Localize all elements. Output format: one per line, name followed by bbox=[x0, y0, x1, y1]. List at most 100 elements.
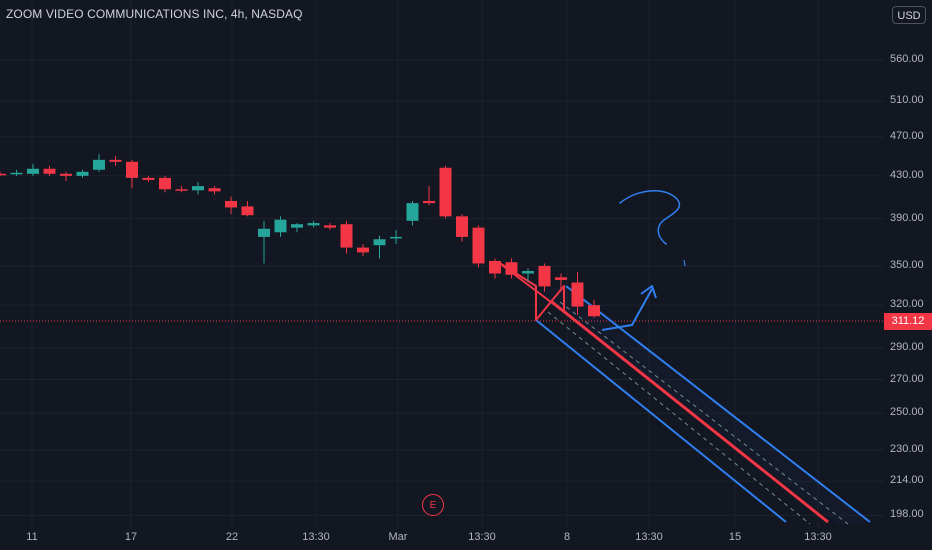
candle-body bbox=[291, 224, 303, 228]
candle[interactable] bbox=[472, 225, 485, 268]
candle[interactable] bbox=[258, 220, 270, 264]
time-tick-label: 11 bbox=[26, 531, 38, 543]
channel-upper-line[interactable] bbox=[565, 285, 871, 523]
price-tick-label: 510.00 bbox=[890, 94, 924, 107]
candle[interactable] bbox=[555, 273, 567, 292]
candle[interactable] bbox=[93, 153, 105, 172]
candle-body bbox=[307, 223, 320, 226]
candle[interactable] bbox=[373, 235, 386, 259]
candle-body bbox=[357, 247, 369, 253]
candle[interactable] bbox=[27, 163, 39, 176]
candle-body bbox=[43, 168, 56, 174]
channel-lower-line[interactable] bbox=[535, 319, 787, 523]
candle-body bbox=[208, 188, 221, 192]
candle-body bbox=[274, 219, 287, 233]
time-tick-label: 22 bbox=[225, 531, 239, 543]
candle-body bbox=[571, 282, 584, 307]
candle[interactable] bbox=[538, 263, 551, 292]
channel-median-line[interactable] bbox=[551, 300, 829, 524]
candle-body bbox=[192, 186, 204, 191]
candle[interactable] bbox=[0, 171, 6, 176]
candle-body bbox=[555, 277, 567, 280]
candle-body bbox=[93, 159, 105, 170]
price-tick-label: 214.00 bbox=[890, 474, 924, 487]
candle[interactable] bbox=[175, 186, 188, 193]
candle-body bbox=[76, 171, 89, 176]
candle[interactable] bbox=[208, 186, 221, 195]
candle-body bbox=[439, 167, 452, 217]
time-tick-label: 13:30 bbox=[302, 531, 330, 543]
candle-body bbox=[142, 177, 155, 180]
candle[interactable] bbox=[159, 175, 171, 193]
time-tick-label: Mar bbox=[388, 531, 408, 543]
candle-body bbox=[241, 206, 254, 216]
candle[interactable] bbox=[456, 214, 468, 242]
candle[interactable] bbox=[274, 216, 287, 237]
candle[interactable] bbox=[291, 223, 303, 233]
chart-grid bbox=[0, 0, 884, 528]
forecast-arrow-line[interactable] bbox=[601, 288, 653, 331]
price-tick-label: 290.00 bbox=[890, 341, 924, 354]
time-tick-label: 8 bbox=[563, 531, 571, 543]
candle-body bbox=[505, 262, 518, 275]
price-tick-label: 320.00 bbox=[890, 298, 924, 311]
candle-body bbox=[472, 227, 485, 264]
candle[interactable] bbox=[60, 171, 72, 181]
candle[interactable] bbox=[340, 220, 353, 254]
price-tick-label: 198.00 bbox=[890, 508, 924, 521]
time-tick-label: 13:30 bbox=[635, 531, 663, 543]
candle-body bbox=[258, 228, 270, 237]
candle[interactable] bbox=[307, 220, 320, 228]
candle-body bbox=[10, 172, 23, 175]
candle[interactable] bbox=[324, 223, 336, 230]
candle[interactable] bbox=[225, 196, 237, 215]
candle-body bbox=[175, 189, 188, 191]
price-tick-label: 470.00 bbox=[890, 129, 924, 142]
candle[interactable] bbox=[10, 169, 23, 176]
price-tick-label: 250.00 bbox=[890, 406, 924, 419]
candle[interactable] bbox=[192, 181, 204, 195]
candle-body bbox=[0, 173, 6, 176]
candle[interactable] bbox=[571, 272, 584, 315]
candle[interactable] bbox=[489, 258, 501, 279]
candle[interactable] bbox=[588, 299, 600, 318]
currency-selector[interactable]: USD bbox=[892, 6, 926, 24]
candle[interactable] bbox=[241, 200, 254, 217]
time-tick-label: 13:30 bbox=[804, 531, 832, 543]
question-mark-drawing[interactable] bbox=[619, 190, 681, 245]
candle-body bbox=[27, 168, 39, 174]
candle[interactable] bbox=[390, 229, 402, 244]
candles bbox=[0, 153, 600, 318]
candle-body bbox=[538, 265, 551, 287]
candle-body bbox=[489, 260, 501, 274]
price-tick-label: 270.00 bbox=[890, 372, 924, 385]
candle[interactable] bbox=[406, 200, 419, 226]
candle[interactable] bbox=[126, 159, 138, 189]
candle-body bbox=[588, 305, 600, 317]
earnings-marker[interactable]: E bbox=[422, 494, 444, 516]
candle[interactable] bbox=[142, 175, 155, 182]
candle[interactable] bbox=[423, 186, 435, 206]
price-tick-label: 430.00 bbox=[890, 168, 924, 181]
candle-body bbox=[456, 216, 468, 237]
symbol-title: ZOOM VIDEO COMMUNICATIONS INC, 4h, NASDA… bbox=[6, 7, 303, 21]
candle[interactable] bbox=[76, 169, 89, 178]
candle[interactable] bbox=[109, 155, 122, 166]
candle-body bbox=[522, 270, 534, 274]
candle-body bbox=[406, 203, 419, 221]
candle[interactable] bbox=[43, 165, 56, 176]
candle-body bbox=[423, 200, 435, 204]
price-tick-label: 390.00 bbox=[890, 211, 924, 224]
forecast-arrow-head bbox=[640, 285, 657, 299]
candle[interactable] bbox=[357, 243, 369, 257]
candle[interactable] bbox=[522, 268, 534, 282]
time-tick-label: 17 bbox=[124, 531, 138, 543]
question-mark-dot bbox=[683, 259, 686, 267]
candle-body bbox=[109, 159, 122, 162]
candle-body bbox=[60, 173, 72, 176]
candle[interactable] bbox=[505, 258, 518, 279]
channel-inner-dash-lower bbox=[547, 311, 811, 525]
candle[interactable] bbox=[439, 165, 452, 219]
pattern-triangle[interactable] bbox=[497, 261, 565, 321]
